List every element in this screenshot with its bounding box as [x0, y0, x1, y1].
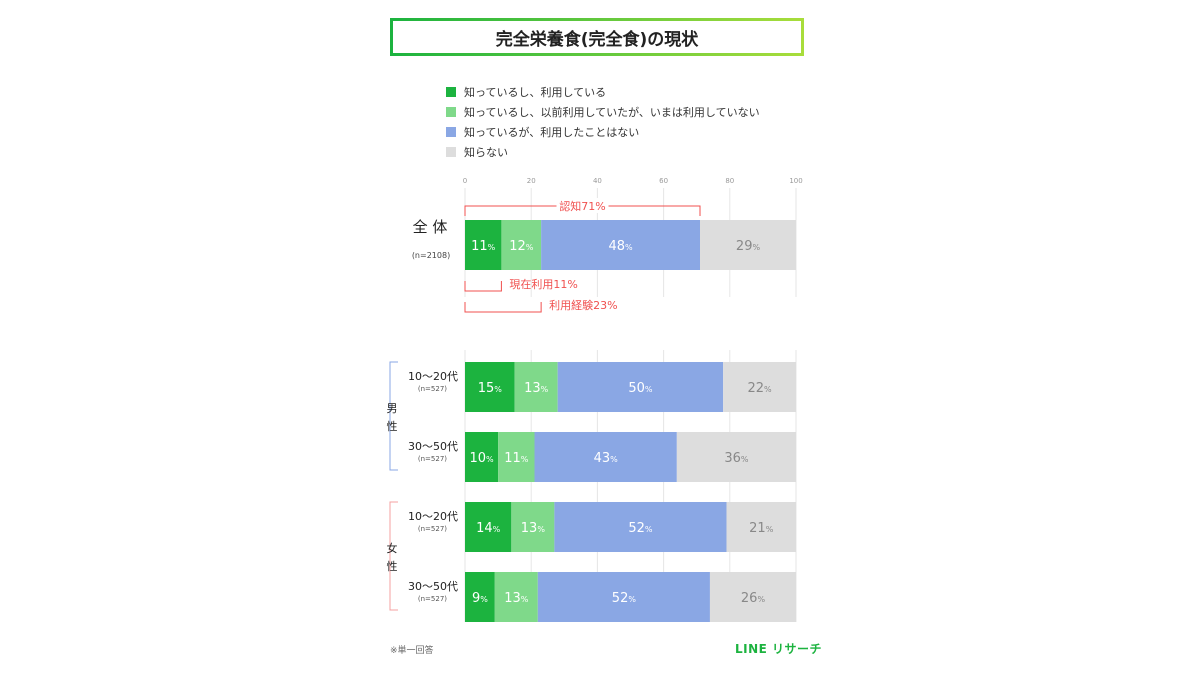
row-n-label: (n=527) — [418, 595, 447, 603]
annotation-bracket — [464, 302, 542, 313]
bar-segment — [465, 432, 499, 482]
bar-segment — [465, 572, 495, 622]
bar-segment — [537, 572, 710, 622]
legend-swatch — [446, 147, 456, 157]
data-label: 52% — [612, 591, 637, 606]
bar-segment — [465, 502, 512, 552]
tick-label: 40 — [593, 177, 602, 185]
row-n-label: (n=2108) — [412, 251, 450, 260]
bar-segment — [676, 432, 796, 482]
group-label: 性 — [387, 419, 398, 433]
legend-item: 知っているし、利用している — [446, 84, 606, 100]
annotation-bracket — [464, 281, 502, 292]
row-n-label: (n=527) — [418, 455, 447, 463]
bar-segment — [709, 572, 796, 622]
data-label: 13% — [521, 521, 546, 536]
annotation-label: 現在利用11% — [509, 278, 577, 291]
row-label: 10〜20代 — [408, 370, 458, 383]
tick-label: 100 — [789, 177, 802, 185]
bar-segment — [534, 432, 677, 482]
bar-segment — [498, 432, 535, 482]
data-label: 22% — [748, 381, 773, 396]
data-label: 13% — [504, 591, 529, 606]
bar-segment — [723, 362, 796, 412]
bar-segment — [511, 502, 555, 552]
tick-label: 80 — [725, 177, 734, 185]
bar-segment — [465, 220, 502, 270]
chart-title: 完全栄養食(完全食)の現状 — [390, 18, 804, 56]
annotation-label: 利用経験23% — [549, 298, 617, 312]
data-label: 29% — [736, 239, 761, 254]
row-label: 10〜20代 — [408, 510, 458, 523]
group-label: 女 — [387, 541, 398, 555]
tick-label: 60 — [659, 177, 668, 185]
data-label: 50% — [628, 381, 653, 396]
annotation-bg — [556, 198, 609, 213]
annotation-label: 認知71% — [559, 199, 605, 213]
tick-label: 0 — [463, 177, 467, 185]
brand-logo: LINE リサーチ — [735, 642, 823, 656]
legend-item: 知っているし、以前利用していたが、いまは利用していない — [446, 104, 760, 120]
bar-segment — [465, 362, 515, 412]
legend-item: 知らない — [446, 144, 508, 160]
row-label: 30〜50代 — [408, 440, 458, 453]
row-n-label: (n=527) — [418, 525, 447, 533]
bar-segment — [514, 362, 558, 412]
legend-label: 知らない — [464, 146, 508, 159]
legend-item: 知っているが、利用したことはない — [446, 124, 639, 140]
data-label: 48% — [608, 239, 633, 254]
bar-segment — [554, 502, 727, 552]
bar-segment — [700, 220, 796, 270]
bar-segment — [494, 572, 538, 622]
data-label: 21% — [749, 521, 774, 536]
data-label: 11% — [504, 451, 529, 466]
data-label: 12% — [509, 239, 534, 254]
group-label: 性 — [387, 559, 398, 573]
data-label: 14% — [476, 521, 501, 536]
legend-swatch — [446, 107, 456, 117]
data-label: 52% — [628, 521, 653, 536]
legend-swatch — [446, 87, 456, 97]
data-label: 10% — [469, 451, 494, 466]
group-label: 男 — [387, 402, 398, 415]
legend-swatch — [446, 127, 456, 137]
row-n-label: (n=527) — [418, 385, 447, 393]
data-label: 26% — [741, 591, 766, 606]
data-label: 13% — [524, 381, 549, 396]
legend-label: 知っているし、利用している — [464, 86, 607, 99]
legend-label: 知っているし、以前利用していたが、いまは利用していない — [464, 106, 760, 119]
data-label: 15% — [478, 381, 503, 396]
bar-segment — [501, 220, 542, 270]
data-label: 11% — [471, 239, 496, 254]
row-label: 30〜50代 — [408, 580, 458, 593]
legend-label: 知っているが、利用したことはない — [464, 126, 640, 139]
data-label: 36% — [724, 451, 749, 466]
bar-segment — [557, 362, 724, 412]
bar-segment — [726, 502, 796, 552]
footnote: ※単一回答 — [390, 646, 434, 656]
group-bracket — [389, 361, 398, 471]
data-label: 43% — [594, 451, 619, 466]
row-label: 全 体 — [413, 218, 448, 236]
tick-label: 20 — [527, 177, 536, 185]
group-bracket — [389, 501, 398, 611]
bar-segment — [541, 220, 701, 270]
data-label: 9% — [472, 591, 488, 606]
